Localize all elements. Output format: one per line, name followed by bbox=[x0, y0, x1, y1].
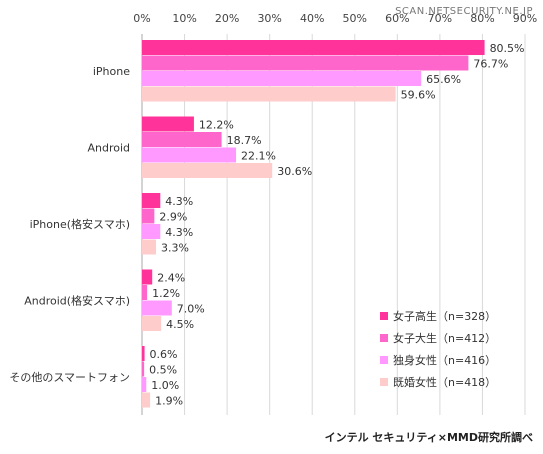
data-label: 7.0% bbox=[177, 302, 205, 315]
data-label: 1.0% bbox=[151, 379, 179, 392]
x-tick-label: 70% bbox=[428, 12, 452, 25]
category-label: iPhone bbox=[93, 65, 130, 78]
x-tick-label: 20% bbox=[215, 12, 239, 25]
bar bbox=[142, 269, 153, 285]
bar bbox=[142, 392, 151, 408]
data-label: 3.3% bbox=[161, 241, 189, 254]
x-tick-label: 40% bbox=[300, 12, 324, 25]
x-tick-label: 0% bbox=[133, 12, 150, 25]
data-label: 59.6% bbox=[401, 88, 436, 101]
category-label: Android bbox=[87, 142, 130, 155]
data-label: 65.6% bbox=[426, 73, 461, 86]
legend-swatch bbox=[380, 312, 388, 320]
data-label: 4.3% bbox=[165, 226, 193, 239]
bar bbox=[142, 346, 145, 361]
watermark: SCAN.NETSECURITY.NE.JP bbox=[395, 6, 533, 17]
legend-label: 女子高生（n=328） bbox=[393, 309, 496, 323]
data-labels: 80.5% 76.7% 65.6% 59.6% 12.2% 18.7% 22.1%30.6%… bbox=[149, 42, 524, 408]
bar bbox=[142, 224, 161, 239]
x-tick-label: 10% bbox=[172, 12, 196, 25]
data-label: 0.6% bbox=[150, 348, 178, 361]
legend-swatch bbox=[380, 378, 388, 386]
bar bbox=[142, 285, 148, 300]
bar bbox=[142, 300, 172, 316]
legend-label: 既婚女性（n=418） bbox=[393, 375, 496, 389]
bar bbox=[142, 208, 155, 224]
data-label: 30.6% bbox=[277, 165, 312, 178]
x-tick-label: 50% bbox=[343, 12, 367, 25]
data-label: 76.7% bbox=[473, 57, 508, 70]
bar bbox=[142, 132, 222, 147]
bar bbox=[142, 316, 162, 331]
legend-label: 独身女性（n=416） bbox=[393, 353, 496, 367]
x-tick-label: 30% bbox=[257, 12, 281, 25]
bar bbox=[142, 377, 147, 392]
bars bbox=[142, 40, 485, 408]
data-label: 18.7% bbox=[227, 134, 262, 147]
x-tick-label: 90% bbox=[513, 12, 537, 25]
data-label: 1.9% bbox=[155, 394, 183, 407]
category-label: iPhone(格安スマホ) bbox=[30, 217, 130, 231]
bar bbox=[142, 86, 396, 102]
legend: 女子高生（n=328） 女子大生（n=412） 独身女性（n=416） 既婚女性（n=… bbox=[380, 309, 496, 389]
x-tick-label: 80% bbox=[470, 12, 494, 25]
data-label: 22.1% bbox=[241, 149, 276, 162]
data-label: 80.5% bbox=[490, 42, 525, 55]
bar bbox=[142, 40, 485, 55]
bar bbox=[142, 163, 273, 178]
bar bbox=[142, 193, 161, 208]
legend-label: 女子大生（n=412） bbox=[393, 331, 496, 345]
bar bbox=[142, 116, 194, 132]
legend-swatch bbox=[380, 334, 388, 342]
data-label: 2.9% bbox=[159, 210, 187, 223]
legend-swatch bbox=[380, 356, 388, 364]
bar bbox=[142, 147, 237, 163]
bar bbox=[142, 361, 145, 377]
bar bbox=[142, 239, 157, 255]
category-label: Android(格安スマホ) bbox=[24, 294, 130, 308]
bar bbox=[142, 71, 422, 86]
data-label: 4.5% bbox=[166, 318, 194, 331]
category-label: その他のスマートフォン bbox=[9, 371, 130, 384]
data-label: 4.3% bbox=[165, 195, 193, 208]
data-label: 0.5% bbox=[149, 363, 177, 376]
source-note: インテル セキュリティ×MMD研究所調べ bbox=[325, 430, 533, 444]
axes: 0% 10% 20% 30% 40% 50% 60% 70% 80% 90% iPhone Andro… bbox=[9, 12, 537, 384]
bar bbox=[142, 55, 469, 71]
x-tick-label: 60% bbox=[385, 12, 409, 25]
data-label: 2.4% bbox=[157, 271, 185, 284]
data-label: 1.2% bbox=[152, 287, 180, 300]
data-label: 12.2% bbox=[199, 118, 234, 131]
